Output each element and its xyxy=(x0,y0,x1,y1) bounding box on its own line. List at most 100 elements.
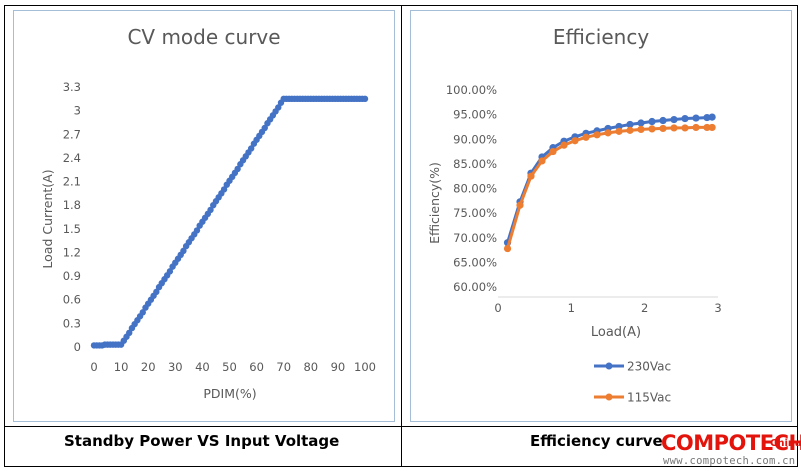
legend-label-230vac: 230Vac xyxy=(627,360,671,374)
caption-right: Efficiency curve xyxy=(530,432,663,450)
data-point xyxy=(703,123,711,132)
watermark-region: China xyxy=(770,438,801,449)
legend-label-115vac: 115Vac xyxy=(627,391,671,405)
chart-title: CV mode curve xyxy=(127,25,280,49)
data-point xyxy=(681,124,689,132)
caption-left: Standby Power VS Input Voltage xyxy=(64,432,340,450)
data-point xyxy=(626,120,634,129)
data-point xyxy=(261,124,268,132)
data-point xyxy=(126,329,133,337)
y-tick-label: 0.6 xyxy=(63,293,81,307)
table-border-left xyxy=(4,5,5,467)
data-point xyxy=(247,145,255,152)
data-point xyxy=(708,123,716,132)
y-tick-label: 2.7 xyxy=(63,127,81,141)
data-point xyxy=(193,227,201,234)
y-tick-label: 85.00% xyxy=(453,157,497,171)
data-point xyxy=(527,172,535,180)
watermark-url: www.compotech.com.cn xyxy=(663,455,796,467)
y-tick-label: 3 xyxy=(74,104,81,118)
data-point xyxy=(648,125,656,133)
data-point xyxy=(180,247,187,255)
data-point xyxy=(708,113,716,121)
efficiency-chart-panel: Efficiency Efficiency(%) Load(A) 60.00% 6… xyxy=(410,10,792,422)
y-tick-label: 3.3 xyxy=(63,80,81,94)
table-divider-horizontal xyxy=(4,426,798,427)
data-point xyxy=(648,117,656,126)
data-point xyxy=(571,137,579,145)
x-tick-label: 70 xyxy=(276,360,291,374)
data-point xyxy=(637,119,645,127)
x-axis-label: PDIM(%) xyxy=(203,386,256,401)
x-tick-label: 1 xyxy=(568,301,575,315)
data-point xyxy=(549,147,557,156)
x-tick-label: 60 xyxy=(249,360,264,374)
series-line-load-current xyxy=(94,97,365,347)
x-tick-label: 3 xyxy=(714,301,721,315)
x-tick-label: 50 xyxy=(222,360,237,374)
data-point xyxy=(692,123,700,132)
series-115vac xyxy=(503,123,716,253)
legend: 230Vac 115Vac xyxy=(594,360,671,405)
y-tick-label: 1.8 xyxy=(63,198,81,212)
data-point xyxy=(361,95,369,103)
data-point xyxy=(692,114,700,122)
data-point xyxy=(503,244,512,253)
data-point xyxy=(681,114,689,123)
y-tick-label: 70.00% xyxy=(453,231,497,245)
data-point xyxy=(207,206,214,214)
data-point xyxy=(604,129,612,137)
table-divider-vertical xyxy=(401,5,402,467)
data-point xyxy=(670,115,678,124)
y-tick-label: 75.00% xyxy=(453,206,497,220)
y-tick-label: 0.9 xyxy=(63,269,81,283)
data-point xyxy=(166,268,174,275)
data-point xyxy=(659,124,667,133)
data-point xyxy=(153,288,160,296)
data-point xyxy=(516,201,524,209)
data-point xyxy=(615,127,623,135)
data-point xyxy=(275,104,282,111)
chart-title: Efficiency xyxy=(553,25,650,49)
y-tick-label: 80.00% xyxy=(453,182,497,196)
y-tick-label: 2.4 xyxy=(63,151,81,165)
data-point xyxy=(659,116,667,125)
series-line-115vac xyxy=(506,125,713,250)
data-point xyxy=(139,309,146,316)
data-point xyxy=(220,186,228,193)
y-tick-label: 2.1 xyxy=(63,175,81,189)
y-tick-label: 1.2 xyxy=(63,245,81,259)
x-tick-label: 2 xyxy=(641,301,648,315)
x-tick-label: 40 xyxy=(195,360,210,374)
data-point xyxy=(538,157,546,165)
data-point xyxy=(615,122,623,131)
y-tick-label: 100.00% xyxy=(446,83,497,97)
table-border-right xyxy=(797,5,798,467)
y-tick-label: 65.00% xyxy=(453,255,497,269)
y-axis-label: Load Current(A) xyxy=(40,169,55,268)
data-point xyxy=(593,131,601,139)
efficiency-chart: Efficiency Efficiency(%) Load(A) 60.00% 6… xyxy=(427,25,722,405)
y-tick-label: 60.00% xyxy=(453,280,497,294)
x-tick-label: 100 xyxy=(354,360,376,374)
legend-marker-230vac xyxy=(605,362,613,370)
y-tick-label: 95.00% xyxy=(453,108,497,122)
data-point xyxy=(670,124,678,132)
y-tick-label: 0 xyxy=(74,340,81,354)
y-tick-label: 90.00% xyxy=(453,132,497,146)
y-tick-label: 0.3 xyxy=(63,316,81,330)
x-tick-label: 30 xyxy=(168,360,183,374)
x-axis-label: Load(A) xyxy=(591,325,641,340)
data-point xyxy=(560,141,568,149)
data-point xyxy=(234,165,241,173)
x-tick-label: 0 xyxy=(90,360,97,374)
x-tick-label: 90 xyxy=(331,360,346,374)
x-tick-label: 0 xyxy=(494,301,501,315)
data-point xyxy=(637,125,645,133)
legend-marker-115vac xyxy=(605,393,613,401)
x-tick-label: 80 xyxy=(303,360,318,374)
x-tick-label: 10 xyxy=(114,360,129,374)
y-tick-label: 1.5 xyxy=(63,222,81,236)
data-point xyxy=(582,133,590,141)
